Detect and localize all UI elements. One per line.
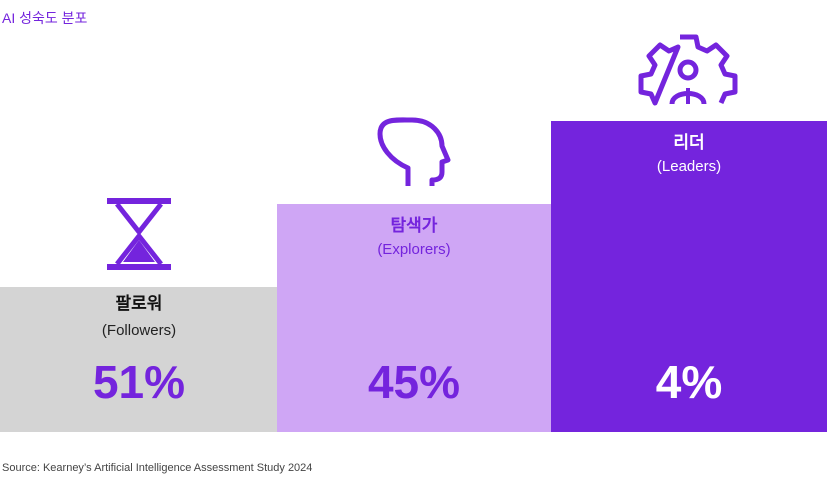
tier-block <box>551 121 827 432</box>
tier-label: (Leaders) <box>657 158 721 175</box>
tier-name: 탐색가 <box>391 216 438 235</box>
tier-share: 45% <box>368 356 460 408</box>
head-icon <box>377 117 451 186</box>
tier-block <box>277 204 551 432</box>
title: AI 성숙도 분포 <box>2 10 88 26</box>
source: Source: Kearney’s Artificial Intelligenc… <box>2 462 312 474</box>
tier-share: 51% <box>93 356 185 408</box>
gear-icon <box>638 34 738 106</box>
tier-name: 리더 <box>673 133 704 152</box>
hourglass-icon <box>107 198 171 270</box>
tier-label: (Explorers) <box>377 241 450 258</box>
tier-label: (Followers) <box>102 322 176 339</box>
tier-name: 팔로워 <box>116 294 163 313</box>
tier-share: 4% <box>656 356 722 408</box>
tier-block <box>0 287 277 432</box>
